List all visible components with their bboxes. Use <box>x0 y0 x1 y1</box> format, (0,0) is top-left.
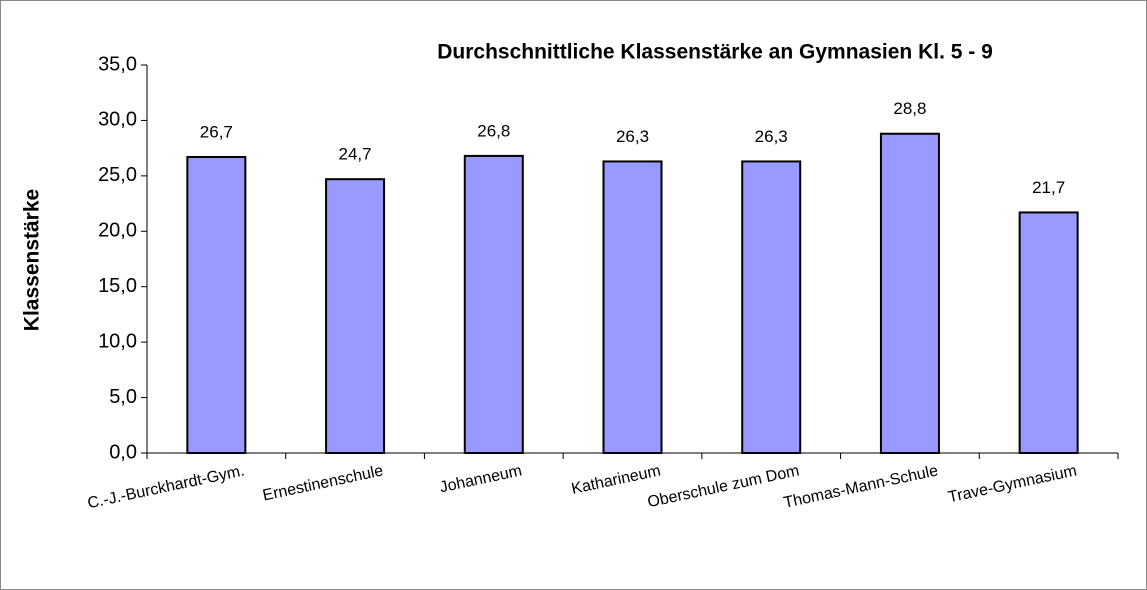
bar <box>1018 211 1079 454</box>
bar <box>186 156 247 455</box>
y-tick-label: 30,0 <box>98 109 137 131</box>
y-tick-label: 5,0 <box>109 386 137 408</box>
bar <box>879 132 940 455</box>
value-label: 26,3 <box>755 127 788 146</box>
value-label: 26,8 <box>477 121 510 140</box>
bar <box>325 178 386 454</box>
value-label: 24,7 <box>339 145 372 164</box>
chart-title: Durchschnittliche Klassenstärke an Gymna… <box>437 41 993 64</box>
y-tick-label: 10,0 <box>98 330 137 352</box>
y-tick-label: 0,0 <box>109 441 137 463</box>
y-tick-label: 35,0 <box>98 53 137 75</box>
value-label: 26,3 <box>616 127 649 146</box>
bar <box>463 154 524 454</box>
y-tick-label: 25,0 <box>98 164 137 186</box>
value-label: 28,8 <box>893 99 926 118</box>
y-tick-label: 15,0 <box>98 275 137 297</box>
y-tick-label: 20,0 <box>98 220 137 242</box>
value-label: 21,7 <box>1032 178 1065 197</box>
bar <box>602 160 663 454</box>
bar <box>741 160 802 454</box>
value-label: 26,7 <box>200 122 233 141</box>
y-axis-label: Klassenstärke <box>21 189 44 331</box>
